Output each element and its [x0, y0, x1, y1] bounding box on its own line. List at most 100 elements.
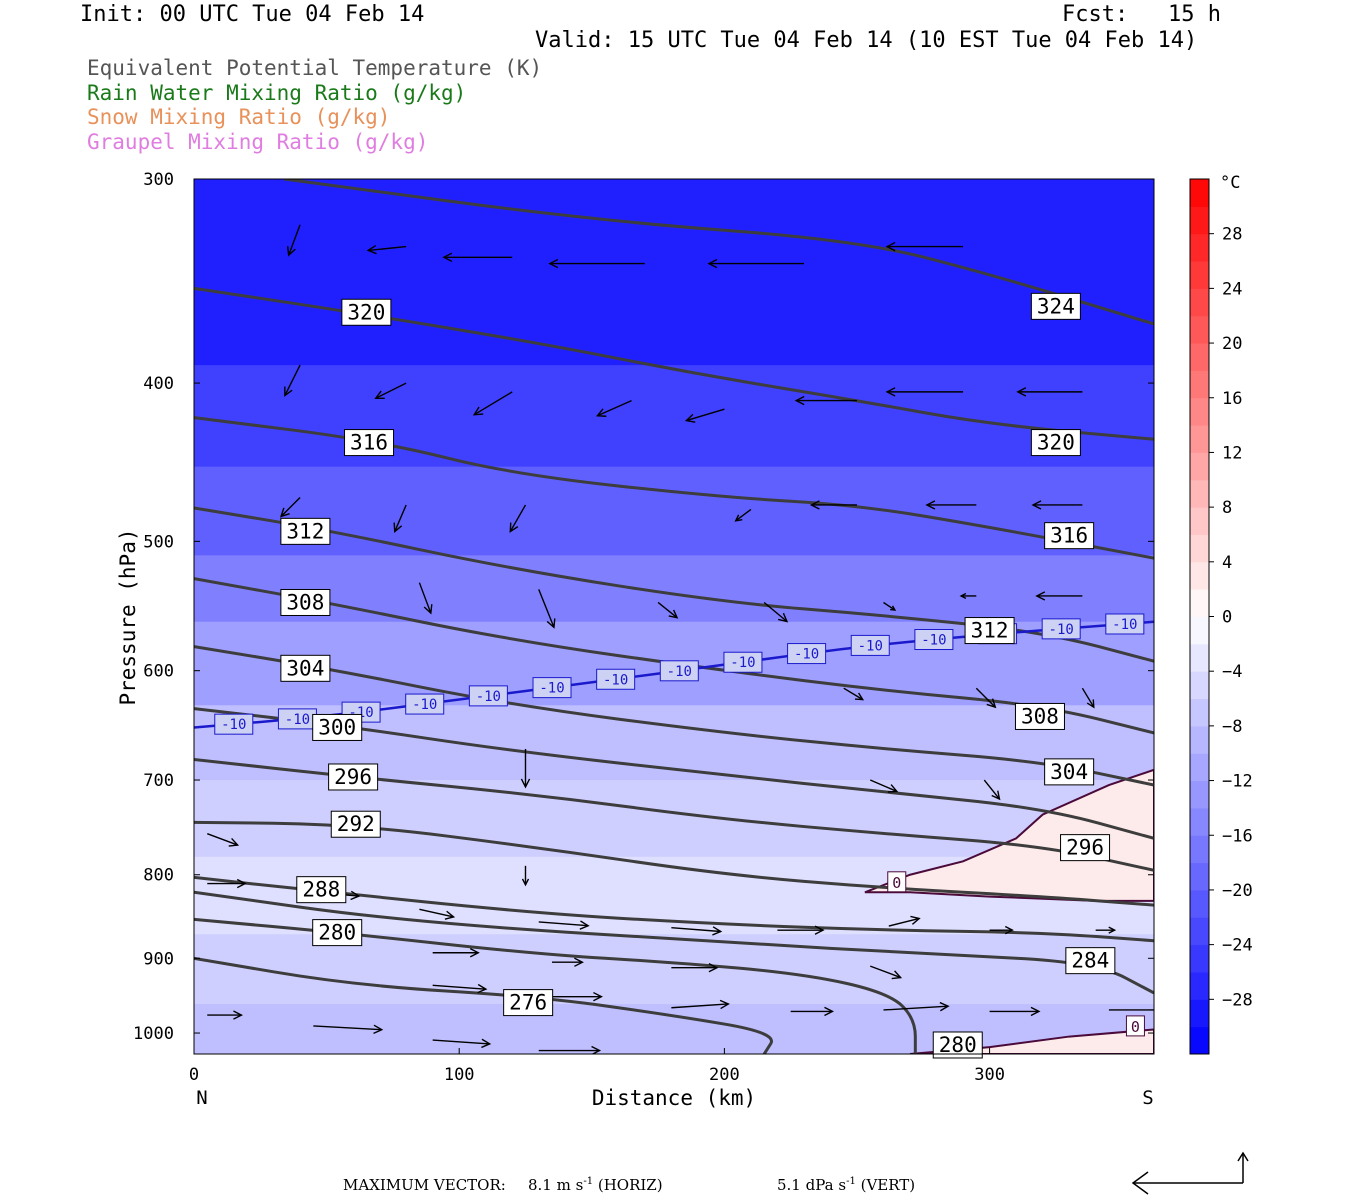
colorbar-tick-label: −8 [1222, 717, 1242, 737]
theta-e-label-box [280, 517, 331, 545]
minus10-label-box [914, 629, 954, 651]
theta-e-label: 316 [350, 431, 388, 455]
zero-isotherm-label-box [887, 871, 907, 893]
plot-frame [193, 178, 1155, 1055]
colorbar-segment [1190, 753, 1209, 782]
colorbar-segment [1190, 343, 1209, 371]
theta-e-label: 308 [286, 590, 324, 614]
temperature-band [194, 555, 1154, 623]
theta-e-label-box [312, 919, 363, 947]
colorbar-segment [1190, 561, 1209, 590]
wind-vector [983, 779, 1001, 801]
wind-vector [366, 244, 407, 255]
theta-e-label: 304 [1050, 760, 1088, 784]
wind-vector [284, 364, 301, 397]
theta-e-label: 280 [939, 1033, 977, 1057]
wind-vector [509, 504, 527, 533]
colorbar-segment [1190, 534, 1209, 563]
wind-vector [1035, 591, 1083, 601]
colorbar-segment [1190, 507, 1209, 535]
minus10-label: -10 [858, 638, 883, 654]
theta-e-label-box [1014, 702, 1065, 730]
max-vector-vert: 5.1 dPa s-1 (VERT) [777, 1176, 916, 1194]
wind-vector [432, 948, 480, 958]
theta-e-label: 312 [971, 619, 1009, 643]
wind-vector [975, 687, 997, 709]
colorbar-unit: °C [1220, 173, 1240, 193]
minus10-label: -10 [539, 681, 564, 697]
y-tick-label: 900 [143, 949, 174, 969]
y-tick-label: 400 [143, 374, 174, 394]
wind-vector [885, 241, 964, 252]
colorbar-tick-label: −16 [1222, 826, 1253, 846]
temperature-band [194, 179, 1154, 367]
colorbar-tick-label: 28 [1222, 225, 1242, 245]
wind-vector [707, 258, 804, 269]
theta-e-label: 308 [1021, 704, 1059, 728]
colorbar-segment [1190, 288, 1209, 317]
theta-e-label: 280 [318, 921, 356, 945]
wind-vector [552, 957, 584, 967]
wind-vector [790, 1006, 835, 1017]
colorbar-tick-label: −24 [1222, 936, 1253, 956]
minus10-label: -10 [603, 672, 628, 688]
x-tick-label: 0 [189, 1065, 199, 1085]
wind-vector [207, 1010, 244, 1020]
theta-e-label: 320 [1037, 431, 1075, 455]
field-label-theta-e: Equivalent Potential Temperature (K) [87, 56, 543, 80]
wind-vector [432, 983, 488, 994]
wind-vector [734, 508, 752, 522]
colorbar-segment [1190, 944, 1209, 973]
minus10-label-box [596, 668, 636, 690]
zero-isotherm-region [864, 768, 1154, 902]
colorbar-segment [1190, 917, 1209, 946]
theta-e-isoline [194, 890, 1154, 995]
colorbar-segment [1190, 835, 1209, 864]
colorbar-segment [1190, 780, 1209, 809]
theta-e-label: 316 [1050, 524, 1088, 548]
colorbar-segment [1190, 315, 1209, 344]
wind-vector [521, 865, 530, 887]
minus10-label: -10 [921, 633, 946, 649]
colorbar-tick-label: 24 [1222, 279, 1242, 299]
minus10-label-box [468, 685, 508, 707]
minus10-label: -10 [1112, 617, 1137, 633]
wind-vector [207, 878, 247, 889]
colorbar-tick-label: 0 [1222, 608, 1232, 628]
theta-e-isoline [194, 820, 1154, 907]
colorbar-tick-label: 4 [1222, 553, 1232, 573]
theta-e-label: 276 [509, 991, 547, 1015]
theta-e-label-box [1044, 522, 1095, 550]
theta-e-label-box [344, 429, 395, 457]
field-label-snow: Snow Mixing Ratio (g/kg) [87, 105, 391, 129]
theta-e-label: 312 [286, 519, 324, 543]
colorbar-segment [1190, 233, 1209, 262]
wind-vector [671, 999, 730, 1010]
theta-e-label-box [328, 763, 379, 791]
wind-vector [1016, 387, 1083, 397]
y-tick-label: 600 [143, 662, 174, 682]
wind-vector [374, 382, 407, 400]
colorbar-segment [1190, 671, 1209, 700]
wind-vector [989, 925, 1014, 935]
theta-e-label: 296 [334, 765, 372, 789]
north-label: N [196, 1087, 207, 1109]
colorbar-segment [1190, 971, 1209, 1000]
wind-vector [1031, 500, 1083, 510]
minus10-label: -10 [285, 712, 310, 728]
wind-vector [418, 582, 433, 615]
y-tick-label: 500 [143, 532, 174, 552]
wind-vector [552, 991, 603, 1002]
x-tick-label: 300 [974, 1065, 1005, 1085]
colorbar-segment [1190, 643, 1209, 672]
theta-e-isoline [194, 917, 917, 1054]
wind-vector [925, 500, 977, 510]
minus10-label-box [405, 693, 445, 715]
field-label-graupel: Graupel Mixing Ratio (g/kg) [87, 130, 429, 154]
x-tick-label: 100 [444, 1065, 475, 1085]
colorbar-segment [1190, 616, 1209, 645]
colorbar-segment [1190, 725, 1209, 754]
minus10-label: -10 [221, 717, 246, 733]
wind-vector [207, 833, 240, 847]
colorbar-segment [1190, 698, 1209, 727]
